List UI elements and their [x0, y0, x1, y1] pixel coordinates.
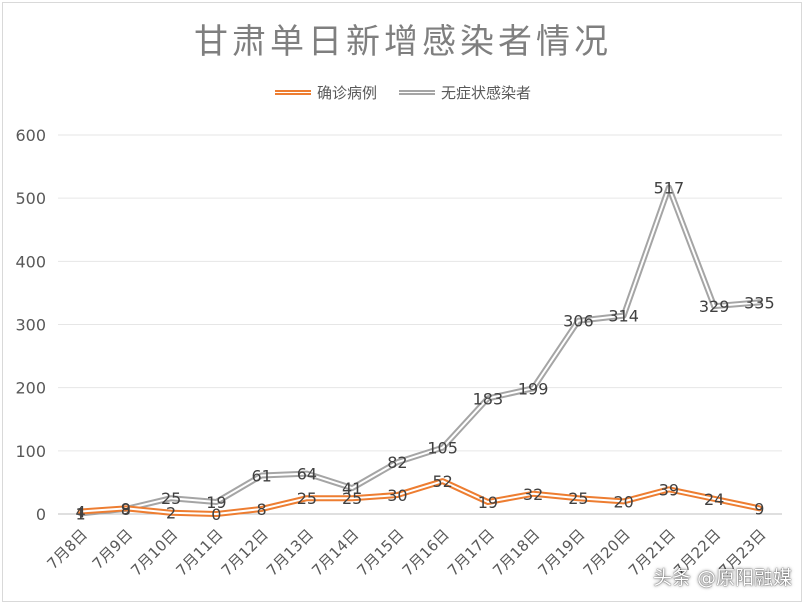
x-tick-label: 7月18日 — [489, 526, 543, 580]
data-label: 64 — [297, 465, 317, 484]
data-label: 25 — [297, 489, 317, 508]
y-tick-label: 300 — [15, 316, 46, 335]
data-label: 0 — [211, 505, 221, 524]
data-label: 2 — [166, 504, 176, 523]
data-label: 25 — [161, 489, 181, 508]
data-label: 9 — [754, 499, 764, 518]
legend-label-confirmed: 确诊病例 — [316, 84, 377, 102]
chart-title: 甘肃单日新增感染者情况 — [194, 22, 612, 62]
legend-swatch-asymptomatic — [399, 90, 435, 95]
data-label: 105 — [427, 439, 458, 458]
y-tick-label: 0 — [36, 505, 46, 524]
x-tick-label: 7月13日 — [263, 526, 317, 580]
x-tick-label: 7月12日 — [218, 526, 272, 580]
series-line-inner — [79, 480, 761, 515]
data-label: 8 — [121, 500, 131, 519]
data-label: 39 — [659, 480, 679, 499]
data-label: 4 — [76, 502, 86, 521]
y-tick-label: 200 — [15, 379, 46, 398]
data-label: 20 — [613, 492, 633, 511]
data-label: 41 — [342, 479, 362, 498]
x-tick-label: 7月8日 — [43, 526, 90, 573]
chart-legend: 确诊病例 无症状感染者 — [0, 82, 806, 103]
x-tick-label: 7月14日 — [308, 526, 362, 580]
legend-item-asymptomatic: 无症状感染者 — [399, 82, 531, 103]
data-label: 183 — [473, 389, 504, 408]
data-label: 199 — [518, 379, 549, 398]
data-label: 1 — [76, 504, 86, 523]
data-label: 314 — [608, 307, 639, 326]
data-label: 306 — [563, 312, 594, 331]
legend-item-confirmed: 确诊病例 — [274, 82, 377, 103]
legend-swatch-confirmed — [274, 90, 311, 95]
data-label: 25 — [568, 489, 588, 508]
y-tick-label: 500 — [15, 189, 46, 208]
data-label: 61 — [251, 466, 271, 485]
x-tick-label: 7月16日 — [399, 526, 453, 580]
series-line-outer — [77, 184, 763, 517]
x-tick-label: 7月15日 — [353, 526, 407, 580]
y-tick-label: 600 — [15, 126, 46, 145]
data-label: 82 — [387, 453, 407, 472]
data-label: 24 — [704, 490, 724, 509]
x-tick-label: 7月17日 — [444, 526, 498, 580]
data-label: 25 — [342, 489, 362, 508]
data-label: 9 — [121, 499, 131, 518]
data-label: 30 — [387, 486, 407, 505]
x-tick-label: 7月20日 — [580, 526, 634, 580]
y-tick-label: 100 — [15, 442, 46, 461]
legend-label-asymptomatic: 无症状感染者 — [441, 84, 532, 102]
y-tick-label: 400 — [15, 252, 46, 271]
data-label: 32 — [523, 485, 543, 504]
series-line-inner — [79, 186, 761, 515]
x-tick-label: 7月11日 — [172, 526, 226, 580]
data-label: 335 — [744, 293, 775, 312]
x-tick-label: 7月19日 — [534, 526, 588, 580]
data-label: 19 — [206, 493, 226, 512]
data-label: 52 — [432, 472, 452, 491]
data-label: 329 — [699, 297, 730, 316]
watermark: 头条 @原阳融媒 — [652, 567, 792, 589]
data-label: 8 — [257, 500, 267, 519]
x-tick-label: 7月10日 — [127, 526, 181, 580]
data-label: 19 — [478, 493, 498, 512]
data-label: 517 — [654, 178, 685, 197]
